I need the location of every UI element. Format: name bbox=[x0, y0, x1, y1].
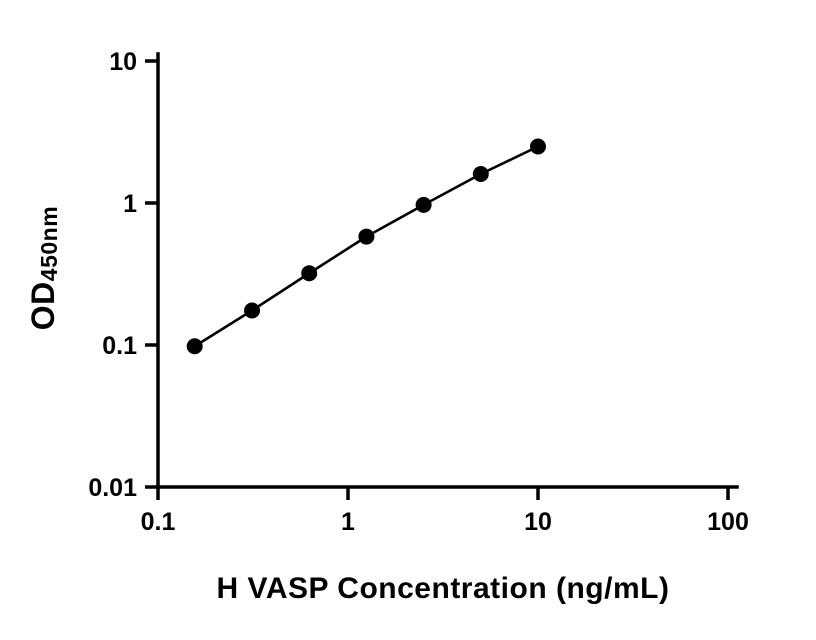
data-point-marker bbox=[186, 338, 203, 355]
data-point-marker bbox=[415, 196, 432, 213]
y-tick-label: 1 bbox=[123, 190, 137, 218]
data-point-marker bbox=[472, 166, 489, 183]
y-axis-title: OD450nm bbox=[25, 206, 63, 330]
y-tick-label: 10 bbox=[109, 48, 137, 76]
y-tick-label: 0.01 bbox=[88, 474, 137, 502]
x-tick-label: 10 bbox=[524, 508, 552, 536]
y-tick-label: 0.1 bbox=[102, 332, 137, 360]
data-point-marker bbox=[358, 228, 375, 245]
x-tick-label: 0.1 bbox=[141, 508, 176, 536]
x-axis-title: H VASP Concentration (ng/mL) bbox=[216, 572, 670, 605]
y-axis-title-main: OD bbox=[25, 281, 62, 331]
x-tick-label: 100 bbox=[707, 508, 749, 536]
data-point-marker bbox=[244, 302, 261, 319]
data-point-marker bbox=[530, 138, 546, 155]
x-tick-label: 1 bbox=[341, 508, 355, 536]
y-axis-title-subscript: 450nm bbox=[35, 205, 62, 282]
data-point-marker bbox=[301, 265, 318, 282]
